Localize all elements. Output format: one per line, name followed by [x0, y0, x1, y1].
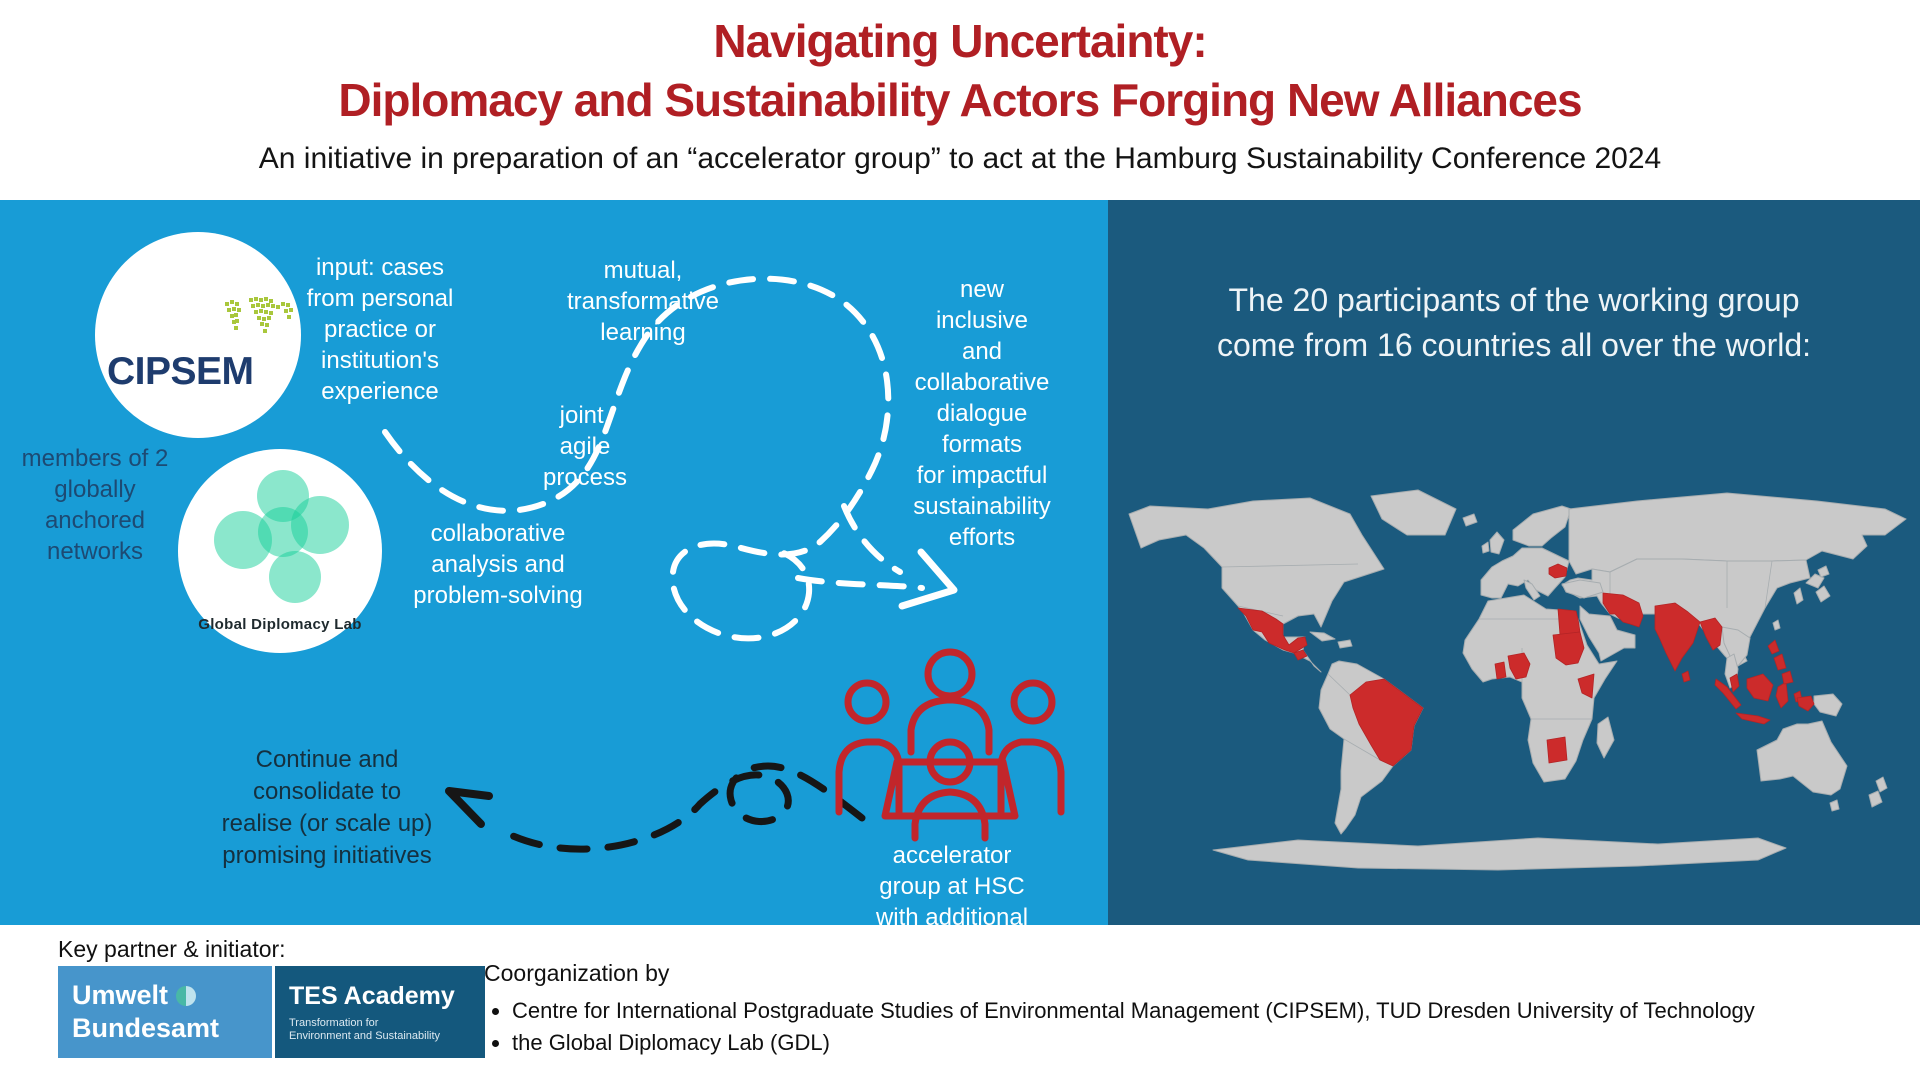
map-europe	[1480, 547, 1570, 599]
coorganization-item-gdl: the Global Diplomacy Lab (GDL)	[512, 1027, 1755, 1059]
note-continue-consolidate: Continue and consolidate to realise (or …	[221, 746, 433, 869]
tes-logo-sub-1: Transformation for	[289, 1016, 379, 1029]
map-new-zealand-south	[1868, 790, 1883, 808]
map-philippines-red-1	[1767, 639, 1780, 655]
map-romania-red	[1548, 563, 1568, 579]
map-botswana-red	[1546, 736, 1568, 764]
map-malaysia-red	[1729, 673, 1740, 693]
map-mexico-red	[1237, 607, 1308, 654]
map-egypt-red	[1557, 608, 1581, 636]
uba-logo-line-2: Bundesamt	[72, 1013, 220, 1043]
flow-path-main-icon	[382, 275, 892, 642]
map-uk	[1489, 531, 1505, 555]
map-sri-lanka-red	[1681, 670, 1691, 683]
map-heading-line-1: The 20 participants of the working group	[1228, 282, 1800, 318]
map-tasmania	[1829, 799, 1840, 812]
map-ireland	[1481, 541, 1490, 554]
map-sulawesi-red	[1775, 681, 1789, 709]
cipsem-wordmark: CIPSEM	[107, 350, 254, 393]
map-iran-red	[1602, 592, 1644, 628]
uba-circle-icon	[176, 985, 197, 1006]
world-map-panel: The 20 participants of the working group…	[1108, 200, 1920, 925]
map-arabia	[1579, 605, 1636, 662]
map-west-papua-red	[1796, 695, 1815, 712]
map-sumatra-red	[1714, 678, 1742, 710]
black-return-arrow-icon	[493, 762, 866, 853]
gdl-logo: Global Diplomacy Lab	[178, 449, 382, 653]
map-ghana-red	[1494, 661, 1507, 680]
map-borneo-red	[1746, 673, 1774, 702]
note-joint-agile-process: joint, agile process	[542, 402, 628, 491]
map-australia	[1756, 720, 1848, 796]
map-korea	[1793, 587, 1804, 605]
map-japan	[1805, 573, 1825, 589]
note-inclusive-dialogue: new inclusive and collaborative dialogue…	[913, 276, 1051, 551]
map-philippines-red-3	[1781, 670, 1794, 685]
map-hispaniola	[1337, 639, 1353, 649]
map-java-red	[1735, 712, 1771, 725]
tes-logo-title: TES Academy	[289, 981, 455, 1010]
title-line-1: Navigating Uncertainty:	[713, 15, 1207, 67]
uba-logo-line-1: Umwelt	[72, 980, 169, 1010]
map-scandinavia	[1512, 505, 1572, 547]
map-antarctica	[1212, 837, 1787, 871]
map-indochina	[1721, 626, 1751, 667]
cipsem-logo: CIPSEM	[95, 232, 301, 438]
key-partner-label: Key partner & initiator:	[58, 936, 286, 962]
map-heading-line-2: come from 16 countries all over the worl…	[1216, 327, 1812, 363]
page-title: Navigating Uncertainty: Diplomacy and Su…	[0, 12, 1920, 130]
flow-path-exit-icon	[795, 575, 925, 591]
partner-logo: Umwelt Bundesamt TES Academy Transformat…	[58, 966, 485, 1058]
note-members-networks: members of 2 globally anchored networks	[21, 445, 169, 565]
map-hokkaido	[1817, 565, 1830, 578]
map-taiwan	[1772, 619, 1781, 631]
note-accelerator-group: accelerator group at HSC with additional…	[875, 842, 1029, 962]
map-philippines-red-2	[1773, 653, 1787, 671]
coorganization-list: Centre for International Postgraduate St…	[490, 995, 1755, 1059]
map-new-zealand-north	[1875, 776, 1888, 793]
header: Navigating Uncertainty: Diplomacy and Su…	[0, 0, 1920, 176]
map-kenya-red	[1577, 673, 1595, 699]
map-border-us-canada	[1221, 563, 1359, 568]
tes-logo-sub-2: Environment and Sustainability	[289, 1029, 441, 1042]
map-italy	[1523, 579, 1541, 601]
accelerator-group-icon	[835, 648, 1065, 842]
subtitle: An initiative in preparation of an “acce…	[258, 142, 1662, 175]
dashed-flow-paths	[382, 275, 958, 853]
coorganization-block: Coorganization by Centre for Internation…	[484, 960, 1755, 1059]
cipsem-world-dots-icon	[225, 297, 293, 333]
map-greenland	[1370, 489, 1457, 536]
note-input-cases: input: cases from personal practice or i…	[306, 254, 454, 405]
map-japan-south	[1815, 585, 1831, 603]
map-heading: The 20 participants of the working group…	[1108, 278, 1920, 368]
map-madagascar	[1596, 716, 1615, 759]
coorganization-label: Coorganization by	[484, 960, 670, 986]
map-myanmar-red	[1699, 617, 1723, 651]
map-brazil-red	[1349, 678, 1424, 767]
map-iceland	[1462, 513, 1478, 527]
gdl-label: Global Diplomacy Lab	[198, 616, 362, 633]
map-east-new-guinea	[1813, 693, 1843, 717]
map-nigeria-red	[1507, 652, 1531, 680]
map-cuba	[1309, 631, 1336, 642]
coorganization-item-cipsem: Centre for International Postgraduate St…	[512, 995, 1755, 1027]
map-india-red	[1654, 602, 1701, 672]
process-flow-panel: CIPSEM	[0, 200, 1108, 962]
map-guatemala-red	[1293, 649, 1308, 661]
tes-academy-logo: TES Academy Transformation for Environme…	[275, 966, 485, 1058]
gdl-circles-icon	[214, 470, 349, 603]
map-borders-south-america	[1327, 673, 1381, 761]
note-collaborative-analysis: collaborative analysis and problem-solvi…	[413, 520, 583, 609]
black-arrowhead-icon	[445, 787, 493, 828]
logo-divider	[272, 966, 275, 1058]
flow-path-cross-icon	[841, 503, 903, 575]
note-mutual-learning: mutual, transformative learning	[566, 257, 720, 346]
white-arrowhead-icon	[898, 548, 958, 610]
map-anatolia	[1561, 579, 1604, 599]
title-line-2: Diplomacy and Sustainability Actors Forg…	[338, 74, 1582, 126]
world-map	[1128, 489, 1907, 871]
map-sudan-red	[1552, 631, 1585, 666]
uba-logo: Umwelt Bundesamt	[58, 966, 272, 1058]
